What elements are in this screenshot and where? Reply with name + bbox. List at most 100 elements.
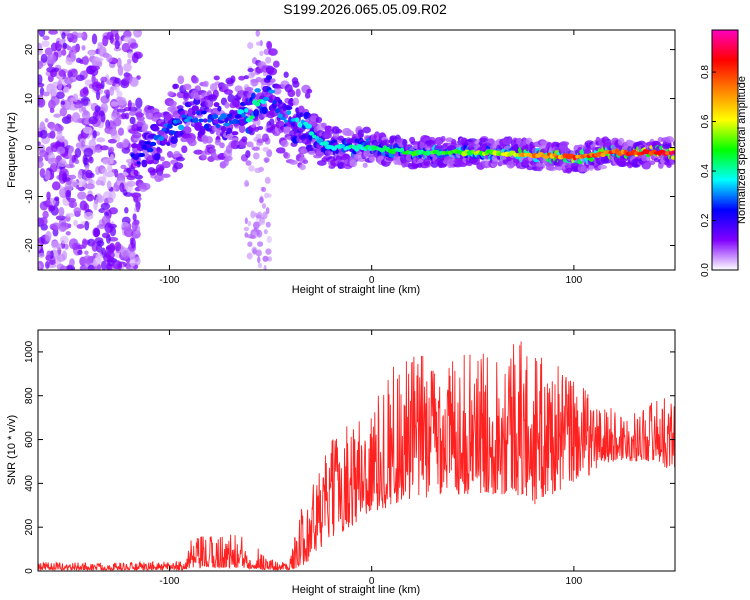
- spectrogram-halo-cell: [289, 160, 298, 165]
- spectrogram-noise-cell: [107, 138, 117, 144]
- snr-series-line: [38, 341, 675, 571]
- snr-x-tick-label: 0: [369, 576, 375, 587]
- spectrogram-noise-cell: [57, 80, 63, 90]
- spectrogram-halo-cell: [402, 138, 408, 147]
- spectrogram-ridge-cell: [295, 117, 300, 123]
- spectrogram-halo-cell: [269, 78, 276, 83]
- spectrogram-noise-cell: [51, 86, 58, 97]
- spectrogram-halo-cell: [257, 126, 264, 131]
- spectrogram-noise-cell: [51, 222, 61, 231]
- spectrogram-noise-cell: [75, 74, 85, 82]
- spectrogram-noise-cell: [59, 235, 69, 245]
- spectrogram-noise-cell: [47, 132, 53, 139]
- spectrogram-noise-cell: [85, 183, 95, 190]
- spectrogram-halo-cell: [177, 75, 185, 85]
- spectrogram-ridge-cell: [144, 141, 150, 145]
- spectrogram-halo-cell: [183, 90, 189, 99]
- spectrogram-noise-cell: [257, 241, 264, 247]
- spectrogram-noise-cell: [88, 50, 95, 57]
- spectrogram-halo-cell: [267, 67, 278, 76]
- spectrogram-noise-cell: [107, 164, 113, 173]
- spectrogram-noise-cell: [256, 229, 263, 238]
- spectrogram-noise-cell: [75, 57, 82, 64]
- spectrogram-noise-cell: [46, 197, 51, 206]
- spectrogram-halo-cell: [307, 150, 316, 155]
- spectrogram-noise-cell: [135, 97, 143, 109]
- spectrogram-noise-cell: [38, 242, 41, 251]
- spectrogram-noise-cell: [70, 51, 77, 62]
- spectrogram-band-cell: [251, 92, 256, 99]
- snr-panel: -100 0 100 0 200 400 600 800 1000 Height of str…: [6, 329, 676, 596]
- spectrogram-ridge-cell: [198, 118, 204, 123]
- spectrogram-noise-cell: [117, 64, 124, 76]
- spectrogram-ridge-cell: [340, 144, 345, 149]
- spectrogram-noise-cell: [263, 229, 268, 235]
- spectrogram-ridge-cell: [220, 113, 227, 119]
- spectrogram-noise-cell: [121, 42, 131, 53]
- spectrogram-noise-cell: [93, 265, 100, 270]
- spectrogram-band-cell: [289, 98, 294, 106]
- spectrogram-noise-cell: [262, 146, 270, 153]
- spectrogram-noise-cell: [83, 203, 90, 212]
- spectrogram-noise-cell: [58, 160, 68, 167]
- spectrogram-halo-cell: [141, 182, 151, 191]
- snr-y-tick-label: 0: [24, 568, 35, 574]
- spectrogram-halo-cell: [362, 162, 368, 168]
- spectrogram-noise-cell: [83, 109, 89, 116]
- spectrogram-noise-cell: [83, 211, 94, 220]
- spectrogram-y-label: Frequency (Hz): [6, 112, 18, 188]
- spectrogram-noise-cell: [121, 221, 129, 227]
- spectrogram-band-cell: [231, 131, 239, 136]
- spectrogram-noise-cell: [82, 154, 88, 166]
- spectrogram-noise-cell: [58, 206, 65, 217]
- spectrogram-noise-cell: [60, 265, 68, 270]
- spectrogram-band-cell: [670, 155, 675, 160]
- spectrogram-noise-cell: [95, 195, 105, 203]
- spectrogram-noise-cell: [42, 210, 49, 219]
- spectrogram-noise-cell: [109, 34, 114, 44]
- spectrogram-noise-cell: [130, 237, 136, 249]
- spectrogram-halo-cell: [173, 162, 184, 170]
- spectrogram-noise-cell: [114, 83, 120, 93]
- spectrogram-x-label: Height of straight line (km): [292, 284, 420, 296]
- spectrogram-noise-cell: [244, 179, 249, 187]
- colorbar-bar: [711, 29, 739, 271]
- spectrogram-noise-cell: [103, 89, 110, 95]
- spectrogram-noise-cell: [39, 129, 48, 139]
- spectrogram-halo-cell: [344, 130, 355, 137]
- spectrogram-ridge-cell: [241, 112, 246, 118]
- spectrogram-noise-cell: [47, 157, 58, 165]
- spectrogram-noise-cell: [262, 71, 268, 77]
- spectrogram-halo-cell: [194, 92, 201, 101]
- spectrogram-halo-cell: [159, 156, 165, 162]
- spectrogram-cells: [38, 30, 675, 270]
- spectrogram-halo-cell: [230, 75, 236, 84]
- spectrogram-halo-cell: [225, 155, 233, 161]
- spectrogram-ridge-cell: [283, 119, 289, 123]
- spectrogram-ridge-cell: [132, 154, 140, 160]
- spectrogram-halo-cell: [335, 129, 343, 134]
- spectrogram-ridge-cell: [316, 138, 324, 144]
- spectrogram-noise-cell: [92, 130, 97, 139]
- spectrogram-halo-cell: [251, 123, 257, 129]
- spectrogram-halo-cell: [241, 136, 248, 143]
- spectrogram-band-cell: [191, 110, 196, 116]
- spectrogram-noise-cell: [129, 76, 139, 87]
- spectrogram-halo-cell: [178, 110, 186, 116]
- snr-y-tick-label: 1000: [24, 340, 35, 363]
- spectrogram-noise-cell: [128, 266, 134, 270]
- spectrogram-noise-cell: [95, 59, 103, 68]
- spectrogram-y-tick-label: 10: [24, 93, 35, 105]
- spectrogram-halo-cell: [302, 159, 309, 165]
- spectrogram-halo-cell: [275, 147, 286, 154]
- spectrogram-halo-cell: [202, 80, 209, 88]
- spectrogram-noise-cell: [123, 63, 132, 72]
- spectrogram-halo-cell: [283, 71, 289, 78]
- spectrogram-noise-cell: [42, 35, 50, 41]
- spectrogram-halo-cell: [306, 88, 313, 94]
- spectrogram-noise-cell: [79, 92, 85, 98]
- spectrogram-halo-cell: [135, 112, 145, 118]
- spectrogram-halo-cell: [156, 147, 163, 154]
- spectrogram-noise-cell: [96, 137, 106, 143]
- spectrogram-noise-cell: [96, 224, 107, 229]
